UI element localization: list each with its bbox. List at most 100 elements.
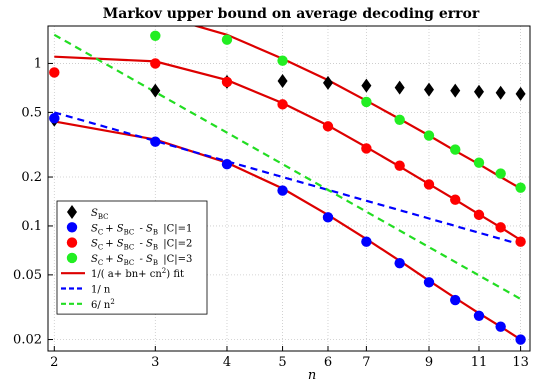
y-tick-label: 0.05: [13, 268, 42, 283]
legend-entry: 1/ n: [91, 285, 111, 296]
legend-symbol: - S: [136, 223, 153, 234]
x-tick-label: 5: [278, 355, 286, 370]
data-point: [515, 86, 526, 101]
data-point: [450, 294, 461, 306]
legend-marker: [67, 205, 77, 219]
data-point: [423, 277, 435, 288]
legend-label: 1/( a+ bn+ cn: [91, 269, 162, 280]
x-tick-label: 9: [425, 355, 433, 370]
legend-marker: [66, 237, 78, 248]
data-point: [394, 114, 405, 126]
data-point: [150, 136, 161, 147]
data-point: [394, 160, 405, 171]
legend-subscript: C: [98, 228, 103, 236]
data-point: [322, 121, 334, 132]
legend-tail: ) fit: [166, 269, 184, 280]
data-point: [423, 130, 435, 141]
data-point: [221, 76, 233, 88]
x-axis-label: n: [308, 368, 316, 381]
legend-subscript: C: [98, 259, 103, 267]
legend-symbol: S: [91, 208, 98, 219]
data-point: [361, 236, 372, 247]
data-point: [495, 168, 506, 179]
legend-label: 6/ n: [91, 300, 111, 311]
legend-superscript: 2: [162, 267, 166, 275]
y-tick-label: 0.02: [13, 333, 42, 348]
plot-frame: [47, 25, 531, 352]
legend-subscript: BC: [124, 228, 135, 236]
legend-symbol: S: [91, 239, 98, 250]
x-tick-label: 7: [362, 355, 370, 370]
legend-symbol: + S: [105, 239, 124, 250]
data-point: [450, 83, 461, 98]
legend-subscript: BC: [98, 213, 109, 221]
data-point: [221, 34, 233, 45]
legend-subscript: B: [153, 259, 158, 267]
data-point: [450, 194, 461, 205]
legend-box: [56, 200, 208, 315]
data-point: [423, 179, 435, 190]
x-tick-label: 6: [324, 355, 332, 370]
data-point: [322, 75, 333, 90]
data-point: [150, 58, 161, 69]
legend-symbol: + S: [105, 254, 124, 265]
y-tick-label: 1: [34, 56, 42, 71]
data-point: [49, 113, 60, 124]
legend-superscript: 2: [110, 298, 114, 306]
data-point: [473, 209, 485, 221]
legend-spacer: [109, 208, 111, 219]
data-point: [394, 257, 405, 269]
series-line: [53, 33, 522, 300]
x-tick-label: 11: [471, 355, 488, 370]
y-tick-label: 0.5: [21, 105, 42, 120]
data-point: [277, 55, 288, 66]
data-point: [277, 185, 288, 196]
data-point: [450, 144, 461, 155]
x-tick-label: 4: [223, 355, 231, 370]
legend-entry: 1/( a+ bn+ cn2) fit: [91, 267, 184, 280]
data-point: [515, 334, 526, 345]
legend-symbol: + S: [105, 223, 124, 234]
data-point: [361, 143, 372, 154]
x-tick-label: 3: [151, 355, 159, 370]
axis-ticks: 0.02 0.05 0.1 0.2 0.5 1 2 3 4 5 6 7 9 11 13: [13, 56, 529, 370]
data-markers: [49, 30, 526, 345]
legend-subscript: B: [153, 228, 158, 236]
y-tick-label: 0.2: [21, 170, 42, 185]
legend-marker: [66, 222, 78, 233]
data-point: [277, 99, 288, 110]
legend-subscript: BC: [124, 259, 135, 267]
legend-label: 1/ n: [91, 285, 111, 296]
data-point: [150, 83, 161, 98]
legend-marker: [66, 252, 78, 264]
legend-entry: SC + SBC - SB |C|=2: [91, 239, 192, 252]
legend-symbol: - S: [136, 239, 153, 250]
series-line: [193, 26, 522, 190]
data-point: [150, 30, 161, 41]
legend-subscript: C: [98, 244, 103, 252]
legend-entry: SC + SBC - SB |C|=1: [91, 223, 192, 236]
data-point: [221, 158, 233, 170]
data-point: [322, 212, 334, 223]
legend-suffix: |C|=1: [160, 223, 192, 234]
legend-symbol: S: [91, 254, 98, 265]
data-point: [394, 80, 405, 95]
data-point: [423, 82, 434, 97]
legend-symbol: - S: [136, 254, 153, 265]
y-tick-label: 0.1: [21, 219, 42, 234]
data-point: [473, 157, 485, 168]
data-point: [495, 222, 506, 233]
data-point: [277, 73, 288, 88]
legend-suffix: |C|=3: [160, 254, 192, 265]
legend-subscript: B: [153, 244, 158, 252]
data-point: [361, 78, 372, 93]
data-point: [473, 84, 484, 99]
legend-symbol: S: [91, 223, 98, 234]
data-point: [515, 236, 526, 247]
x-tick-label: 2: [50, 355, 58, 370]
legend-entry: 6/ n2: [91, 298, 115, 311]
data-point: [495, 321, 506, 332]
data-point: [49, 67, 60, 78]
legend: SBC SC + SBC - SB |C|=1SC + SBC - SB |C|…: [56, 200, 208, 315]
